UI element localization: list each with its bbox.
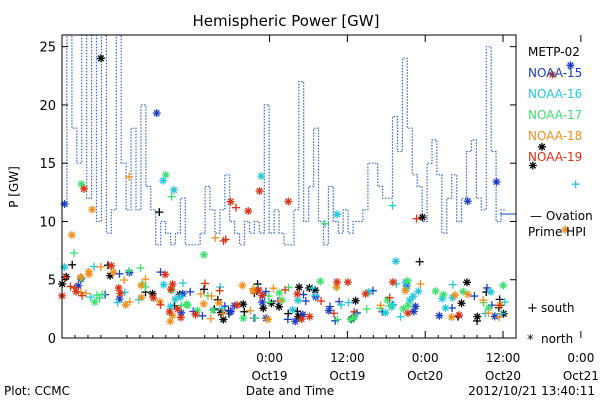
ovation-prime-line xyxy=(62,34,516,246)
x-tick-date: Oct19 xyxy=(329,369,365,383)
x-tick-date: Oct19 xyxy=(252,369,288,383)
legend-entry: NOAA-19 xyxy=(528,150,582,164)
x-axis-label: Date and Time xyxy=(246,384,334,398)
ovation-label-line2: Prime HPI xyxy=(528,225,586,239)
legend-entry: METP-02 xyxy=(528,45,580,59)
ovation-legend: — Ovation Prime HPI xyxy=(528,209,593,239)
marker-legend-south-symbol: + xyxy=(527,301,538,316)
marker-legend-north-label: north xyxy=(541,332,573,346)
x-tick-date: Oct20 xyxy=(407,369,443,383)
x-tick-time: 0:00 xyxy=(412,351,439,365)
legend-entry: NOAA-18 xyxy=(528,129,582,143)
y-axis: 0 5 10 15 20 25 xyxy=(39,41,516,347)
legend-entry: NOAA-15 xyxy=(528,66,582,80)
y-tick-label: 0 xyxy=(48,332,56,347)
plot-frame xyxy=(61,34,517,339)
y-tick-label: 25 xyxy=(39,41,56,56)
x-tick-time: 12:00 xyxy=(330,351,365,365)
y-tick-label: 20 xyxy=(39,99,56,114)
legend: METP-02 NOAA-15 NOAA-16 NOAA-17 NOAA-18 NOAA-… xyxy=(528,45,582,164)
x-tick-time: 0:00 xyxy=(256,351,283,365)
chart-title: Hemispheric Power [GW] xyxy=(193,12,380,30)
marker-legend: + south * north xyxy=(527,301,575,348)
ovation-step-line xyxy=(62,34,506,246)
x-tick-date: Oct20 xyxy=(485,369,521,383)
data-points xyxy=(58,54,580,326)
y-axis-label: P [GW] xyxy=(7,166,21,208)
ovation-label-line1: — Ovation xyxy=(530,209,593,223)
y-tick-label: 15 xyxy=(39,157,56,172)
y-tick-label: 10 xyxy=(39,215,56,230)
x-tick-date: Oct21 xyxy=(563,369,599,383)
marker-legend-north-symbol: * xyxy=(527,333,534,348)
legend-entry: NOAA-16 xyxy=(528,87,582,101)
x-axis: 0:00 Oct19 12:00 Oct19 0:00 Oct20 12:00 Oct20 0:… xyxy=(74,35,599,383)
plot-credit: Plot: CCMC xyxy=(4,384,70,398)
y-tick-label: 5 xyxy=(48,274,56,289)
x-tick-time: 12:00 xyxy=(486,351,521,365)
marker-legend-south-label: south xyxy=(541,301,575,315)
timestamp: 2012/10/21 13:40:11 xyxy=(468,384,595,398)
legend-entry: NOAA-17 xyxy=(528,108,582,122)
x-tick-time: 0:00 xyxy=(567,351,594,365)
